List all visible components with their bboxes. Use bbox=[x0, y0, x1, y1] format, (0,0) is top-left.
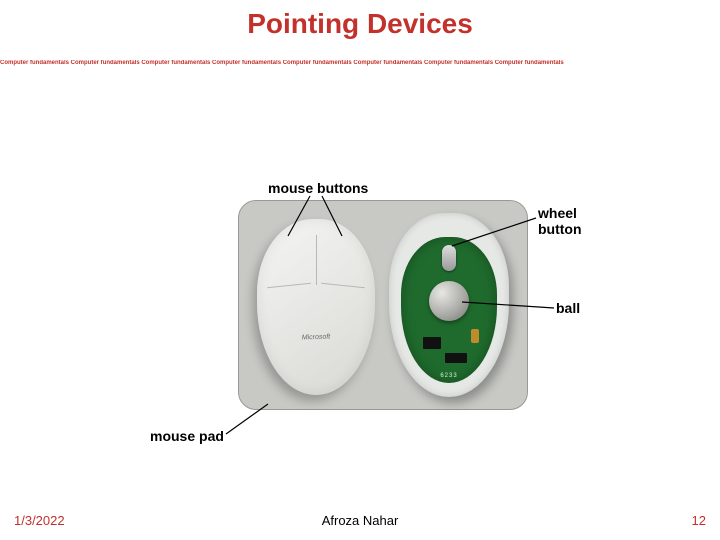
mouse-logo: Microsoft bbox=[302, 334, 331, 342]
chip-icon bbox=[423, 337, 441, 349]
label-ball: ball bbox=[556, 300, 580, 316]
label-mouse-buttons: mouse buttons bbox=[268, 180, 368, 196]
page-title: Pointing Devices bbox=[0, 8, 720, 40]
pcb-serial: 6233 bbox=[440, 373, 457, 379]
capacitor-icon bbox=[471, 329, 479, 343]
label-mouse-pad: mouse pad bbox=[150, 428, 224, 444]
chip-icon bbox=[445, 353, 467, 363]
mouse-interior: 6233 bbox=[389, 213, 509, 397]
mouse-exterior: Microsoft bbox=[257, 219, 375, 395]
footer-author: Afroza Nahar bbox=[0, 513, 720, 528]
mouse-diagram: Microsoft 6233 bbox=[238, 200, 528, 410]
footer-page: 12 bbox=[692, 513, 706, 528]
mouse-ball bbox=[429, 281, 469, 321]
mouse-wheel bbox=[442, 245, 456, 271]
mouse-pcb: 6233 bbox=[401, 237, 497, 383]
label-wheel-button: wheel button bbox=[538, 205, 582, 237]
repeating-banner: Computer fundamentals Computer fundament… bbox=[0, 60, 720, 66]
